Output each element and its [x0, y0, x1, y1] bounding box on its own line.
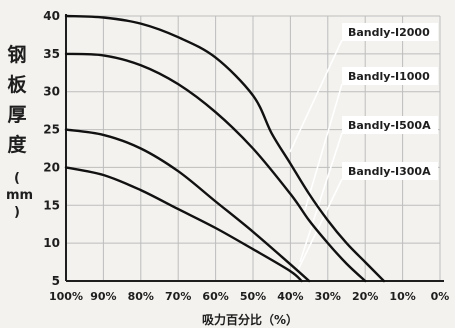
series-labels: Bandly-Ⅰ2000 Bandly-Ⅰ1000 Bandly-Ⅰ500A Band… — [342, 23, 438, 180]
x-tick-label: 100% — [49, 290, 83, 303]
series-label: Bandly-Ⅰ2000 — [348, 26, 430, 39]
series-label: Bandly-Ⅰ1000 — [348, 70, 430, 83]
series-label-box — [342, 162, 438, 180]
x-tick-labels: 100% 90% 80% 70% 60% 50% 40% 30% 20% 10% 0% — [49, 290, 449, 303]
grid — [65, 15, 441, 282]
y-axis-label-char: 度 — [7, 134, 27, 156]
label-leader-line — [304, 83, 343, 211]
y-tick-label: 20 — [43, 160, 60, 174]
y-axis-unit: (mm) — [6, 171, 34, 220]
series-line-4 — [64, 166, 303, 283]
y-tick-label: 25 — [43, 123, 60, 137]
y-tick-label: 15 — [43, 198, 60, 212]
y-axis-label-char: 厚 — [7, 104, 27, 126]
y-tick-labels: 40 35 30 25 20 15 10 5 — [43, 9, 60, 288]
x-tick-label: 60% — [202, 290, 228, 303]
y-tick-label: 30 — [43, 85, 60, 99]
label-leader-line — [297, 178, 343, 271]
legend-leaders — [289, 39, 343, 271]
y-tick-label: 5 — [52, 274, 60, 288]
y-axis-label-char: 板 — [7, 74, 27, 96]
x-tick-label: 30% — [315, 290, 341, 303]
y-tick-label: 10 — [43, 236, 60, 250]
label-leader-line — [289, 39, 343, 153]
y-tick-label: 35 — [43, 47, 60, 61]
y-axis-label-char: 钢 — [7, 44, 27, 66]
series-label: Bandly-Ⅰ300A — [348, 165, 431, 178]
x-tick-label: 0% — [431, 290, 450, 303]
x-tick-label: 80% — [128, 290, 154, 303]
x-axis-label: 吸力百分比（%） — [202, 312, 298, 327]
series-label: Bandly-Ⅰ500A — [348, 119, 431, 132]
x-tick-label: 50% — [240, 290, 266, 303]
series-label-box — [342, 23, 438, 41]
x-tick-label: 40% — [277, 290, 303, 303]
series-label-box — [342, 116, 438, 134]
label-leader-line — [299, 132, 343, 263]
series-lines — [64, 14, 386, 283]
series-line-3 — [64, 128, 311, 283]
series-line-1 — [64, 14, 386, 283]
x-tick-label: 10% — [389, 290, 415, 303]
x-tick-label: 70% — [165, 290, 191, 303]
x-tick-label: 20% — [352, 290, 378, 303]
y-axis-label: 钢板厚度 (mm) — [6, 40, 34, 221]
axes — [65, 14, 444, 282]
x-tick-label: 90% — [90, 290, 116, 303]
y-tick-label: 40 — [43, 9, 60, 23]
series-line-2 — [64, 52, 367, 283]
series-label-box — [342, 67, 438, 85]
